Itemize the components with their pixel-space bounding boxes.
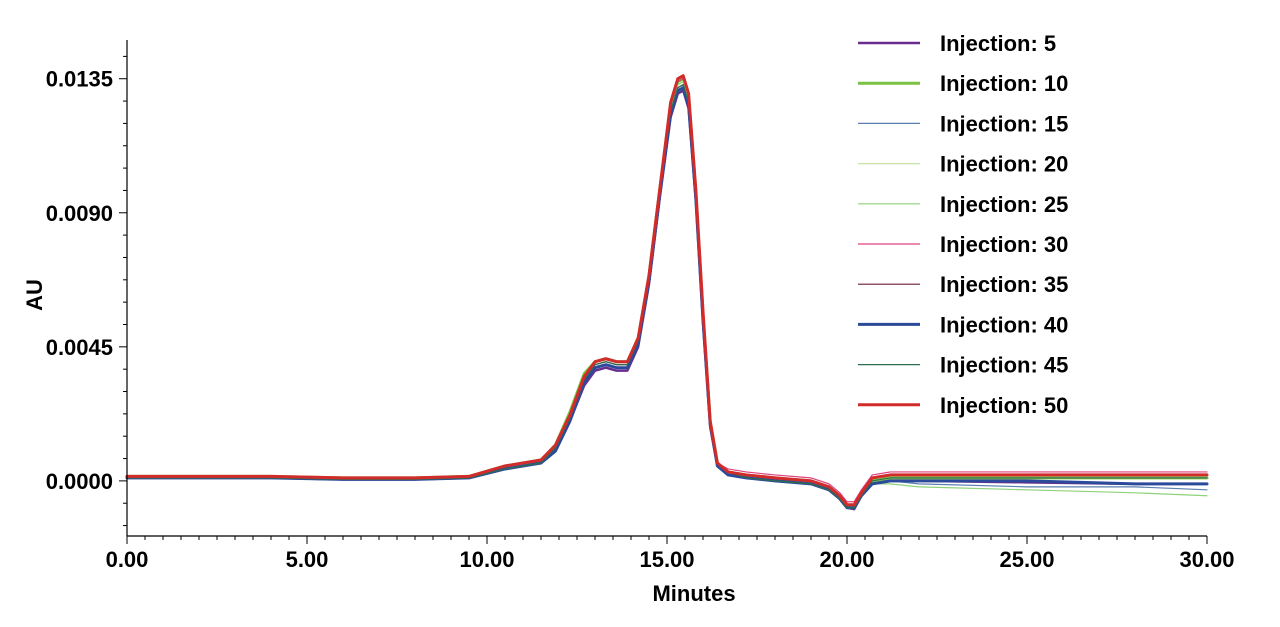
series-line-45 (126, 84, 1208, 509)
axes-layer: 0.00 5.00 10.00 15.00 20.00 25.00 30.00 0.0000… (22, 40, 1235, 606)
legend-label: Injection: 50 (940, 393, 1068, 418)
legend: Injection: 5 Injection: 10 Injection: 15 In… (858, 31, 1068, 418)
x-minor-ticks (126, 536, 1208, 544)
x-axis-title: Minutes (652, 581, 735, 606)
legend-item: Injection: 20 (858, 152, 1068, 177)
legend-label: Injection: 20 (940, 152, 1068, 177)
legend-item: Injection: 25 (858, 192, 1068, 217)
series-line-50 (125, 74, 1209, 507)
x-tick-label: 30.00 (1179, 547, 1234, 572)
legend-label: Injection: 15 (940, 111, 1068, 136)
legend-item: Injection: 45 (858, 353, 1068, 378)
y-tick-label: 0.0045 (46, 335, 113, 360)
legend-item: Injection: 50 (858, 393, 1068, 418)
legend-label: Injection: 45 (940, 353, 1068, 378)
y-axis-title: AU (22, 279, 47, 311)
legend-label: Injection: 35 (940, 272, 1068, 297)
legend-item: Injection: 30 (858, 232, 1068, 257)
legend-item: Injection: 5 (858, 31, 1056, 56)
legend-label: Injection: 25 (940, 192, 1068, 217)
x-tick-label: 15.00 (639, 547, 694, 572)
series-layer (125, 74, 1209, 511)
x-tick-label: 25.00 (999, 547, 1054, 572)
legend-label: Injection: 30 (940, 232, 1068, 257)
y-tick-label: 0.0135 (46, 67, 113, 92)
x-tick-label: 10.00 (459, 547, 514, 572)
x-tick-label: 0.00 (106, 547, 149, 572)
x-tick-label: 5.00 (286, 547, 329, 572)
legend-label: Injection: 10 (940, 71, 1068, 96)
x-tick-label: 20.00 (819, 547, 874, 572)
y-tick-label: 0.0090 (46, 201, 113, 226)
y-minor-ticks (119, 55, 127, 527)
legend-item: Injection: 35 (858, 272, 1068, 297)
x-tick-labels: 0.00 5.00 10.00 15.00 20.00 25.00 30.00 (106, 547, 1235, 572)
y-tick-labels: 0.0000 0.0045 0.0090 0.0135 (46, 67, 113, 494)
legend-label: Injection: 40 (940, 312, 1068, 337)
legend-item: Injection: 40 (858, 312, 1068, 337)
legend-label: Injection: 5 (940, 31, 1056, 56)
y-tick-label: 0.0000 (46, 469, 113, 494)
legend-item: Injection: 10 (858, 71, 1068, 96)
legend-item: Injection: 15 (858, 111, 1068, 136)
